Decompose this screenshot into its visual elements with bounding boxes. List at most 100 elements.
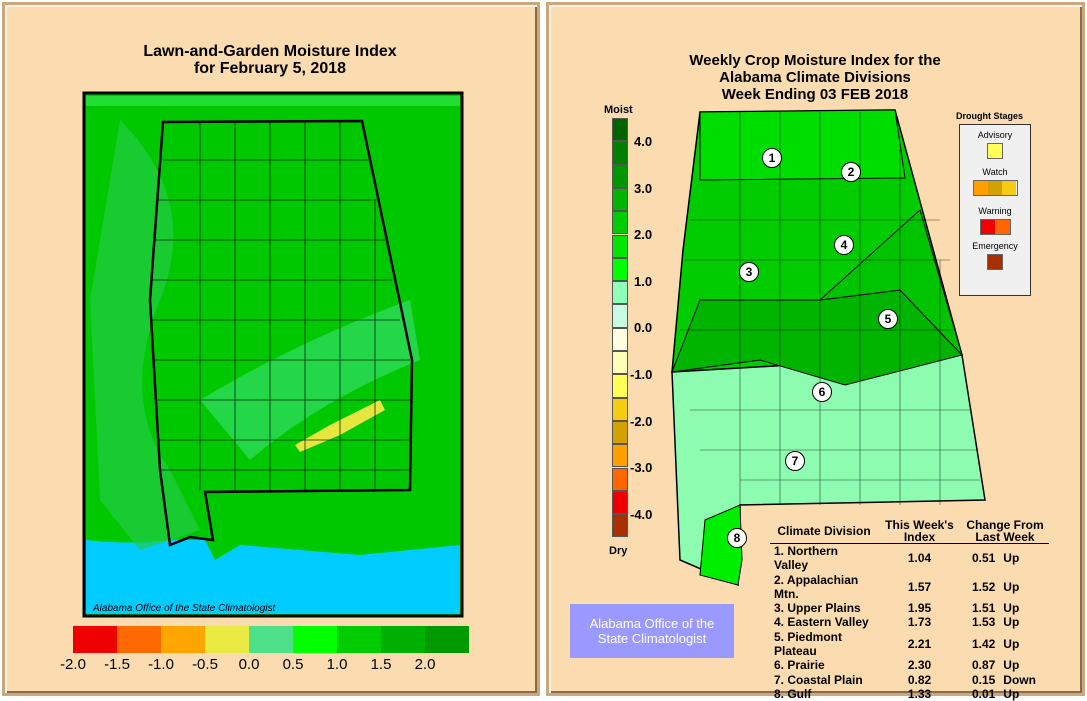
moisture-region [90, 120, 200, 550]
cell-division: 4. Eastern Valley [774, 615, 869, 630]
drought-stages-title: Drought Stages [956, 111, 1024, 121]
scale-swatch [612, 118, 628, 142]
division-marker: 6 [812, 382, 832, 402]
division-marker: 8 [727, 528, 747, 548]
title-line: Weekly Crop Moisture Index for the [689, 52, 941, 69]
moisture-region [200, 300, 420, 460]
advisory-swatch [987, 143, 1003, 159]
cell-index: 1.57 [907, 579, 932, 594]
scale-label: 3.0 [634, 180, 653, 196]
legend-label: 0.5 [282, 656, 304, 673]
cell-division: 7. Coastal Plain [774, 672, 863, 687]
title-line: Lawn-and-Garden Moisture Index [143, 43, 397, 60]
legend-label: -1.5 [104, 656, 130, 673]
county-lines [150, 122, 410, 490]
watch-label: Watch [982, 167, 1008, 177]
cell-change: 0.01 [971, 686, 996, 701]
legend-swatch [73, 626, 117, 653]
cell-division: 3. Upper Plains [774, 601, 861, 616]
cell-dir: Up [1003, 615, 1020, 630]
scale-swatch [612, 164, 628, 188]
scale-label: 2.0 [634, 227, 653, 243]
cell-change: 1.52 [971, 579, 996, 594]
scale-label: -4.0 [630, 506, 653, 522]
scale-swatch [612, 141, 628, 165]
legend-swatch [161, 626, 205, 653]
division-marker: 1 [762, 148, 782, 168]
legend-label: 1.0 [326, 656, 348, 673]
col-header: Change From Last Week [961, 519, 1049, 544]
emergency-label: Emergency [972, 241, 1018, 251]
legend-swatch [205, 626, 249, 653]
left-credit: Alabama Office of the State Climatologis… [93, 603, 276, 614]
cell-division: 8. Gulf [774, 686, 812, 701]
legend-swatch [293, 626, 337, 653]
title-line: Week Ending 03 FEB 2018 [721, 86, 909, 103]
scale-dry-label: Dry [609, 545, 628, 557]
scale-label: -3.0 [630, 460, 653, 476]
legend-swatch [425, 626, 469, 653]
cell-dir: Up [1003, 551, 1020, 566]
cell-dir: Up [1003, 601, 1020, 616]
table-row: 3. Upper Plains 1.95 1.51 Up [770, 601, 1049, 615]
scale-swatch [612, 351, 628, 375]
gulf-water [86, 540, 460, 614]
cell-change: 1.42 [971, 636, 996, 651]
cell-dir: Up [1003, 579, 1020, 594]
scale-swatch [612, 211, 628, 235]
table-row: 8. Gulf 1.33 0.01 Up [770, 687, 1049, 701]
scale-label: 4.0 [634, 134, 653, 149]
cell-index: 2.30 [907, 658, 932, 673]
scale-moist-label: Moist [604, 104, 633, 116]
cell-division: 2. Appalachian Mtn. [774, 572, 859, 601]
cell-change: 1.51 [971, 601, 996, 616]
scale-swatch [612, 187, 628, 212]
scale-label: 0.0 [634, 320, 653, 336]
division-5 [818, 209, 963, 356]
scale-swatch [612, 257, 628, 282]
lawn-garden-title: Lawn-and-Garden Moisture Index for Febru… [100, 43, 440, 77]
legend-swatch [249, 626, 293, 653]
credit-line: State Climatologist [597, 631, 707, 646]
legend-label: -2.0 [60, 656, 86, 673]
cell-change: 0.15 [971, 672, 996, 687]
drought-stages-legend: Advisory Watch Warning Emergency [959, 124, 1031, 296]
cell-index: 1.33 [907, 686, 932, 701]
legend-swatch [117, 626, 161, 653]
scale-swatch [612, 327, 628, 351]
scale-label: -2.0 [630, 413, 653, 429]
cell-dir: Up [1003, 636, 1020, 651]
cell-change: 0.51 [971, 551, 996, 566]
cell-index: 0.82 [907, 672, 932, 687]
scale-swatch [612, 467, 628, 491]
cell-division: 1. Northern Valley [774, 544, 839, 573]
division-1-2 [699, 109, 906, 181]
table-row: 4. Eastern Valley 1.73 1.53 Up [770, 615, 1049, 629]
cell-dir: Up [1003, 658, 1020, 673]
cell-index: 1.73 [907, 615, 932, 630]
division-marker: 2 [841, 162, 861, 182]
legend-label: 1.5 [370, 656, 392, 673]
legend-label: 2.0 [414, 656, 436, 673]
col-header: This Week's Index [878, 519, 961, 544]
credit-line: Alabama Office of the [589, 616, 715, 631]
division-marker: 4 [834, 235, 854, 255]
legend-swatch [337, 626, 381, 653]
cell-index: 1.95 [907, 601, 932, 616]
division-marker: 7 [785, 451, 805, 471]
emergency-swatch [987, 254, 1003, 270]
advisory-label: Advisory [977, 130, 1013, 140]
cell-change: 1.53 [971, 615, 996, 630]
alabama-outline-left [148, 119, 414, 547]
scale-label: -1.0 [630, 367, 653, 382]
scale-swatch [612, 420, 628, 445]
legend-swatch [381, 626, 425, 653]
title-line: Alabama Climate Divisions [719, 69, 911, 86]
scale-swatch [612, 514, 628, 538]
division-marker: 3 [739, 262, 759, 282]
table-row: 5. Piedmont Plateau 2.21 1.42 Up [770, 630, 1049, 659]
crop-moisture-title: Weekly Crop Moisture Index for the Alaba… [640, 52, 990, 103]
cell-dir: Up [1003, 686, 1020, 701]
legend-label: 0.0 [238, 656, 260, 673]
